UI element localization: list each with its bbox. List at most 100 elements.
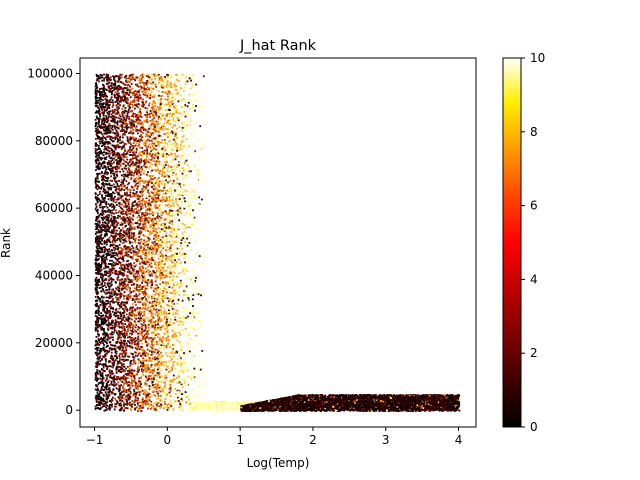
scatter-point — [114, 378, 117, 380]
scatter-point — [116, 224, 118, 227]
scatter-point — [166, 327, 168, 330]
scatter-point — [188, 229, 191, 231]
scatter-point — [160, 197, 163, 200]
scatter-point — [129, 91, 132, 94]
scatter-point — [112, 230, 115, 233]
scatter-point — [133, 120, 136, 123]
scatter-point — [123, 254, 126, 257]
scatter-point — [194, 280, 197, 282]
scatter-point — [107, 104, 110, 106]
scatter-point — [168, 240, 171, 243]
scatter-point — [102, 285, 104, 287]
scatter-point — [107, 177, 110, 179]
scatter-point — [173, 205, 175, 208]
scatter-point — [138, 160, 141, 163]
scatter-point — [101, 206, 104, 208]
scatter-point — [106, 339, 109, 341]
scatter-point — [140, 377, 142, 380]
scatter-point — [148, 158, 150, 161]
scatter-point — [129, 362, 132, 365]
scatter-point — [163, 222, 165, 225]
scatter-point — [116, 123, 119, 126]
scatter-point — [162, 113, 165, 115]
scatter-point — [119, 194, 121, 197]
scatter-point — [94, 118, 97, 121]
scatter-point — [135, 99, 137, 102]
scatter-point — [174, 389, 177, 391]
scatter-point — [154, 272, 157, 274]
scatter-point — [131, 326, 134, 329]
scatter-point — [150, 406, 153, 409]
scatter-point — [193, 366, 196, 368]
scatter-point — [193, 93, 196, 96]
scatter-point — [111, 89, 114, 92]
scatter-point — [150, 219, 153, 222]
scatter-point — [172, 391, 174, 394]
scatter-point — [98, 112, 100, 115]
scatter-point — [170, 155, 173, 158]
scatter-point — [117, 274, 120, 276]
scatter-point — [116, 273, 119, 275]
scatter-point — [186, 103, 189, 105]
scatter-point — [155, 237, 157, 240]
scatter-point — [119, 395, 121, 398]
scatter-point — [155, 251, 158, 253]
scatter-point — [176, 78, 178, 81]
scatter-point — [155, 319, 157, 322]
scatter-point — [132, 189, 135, 192]
scatter-point — [176, 351, 179, 354]
scatter-point — [108, 107, 111, 110]
scatter-point — [123, 409, 126, 412]
scatter-point — [129, 191, 132, 194]
scatter-point — [195, 330, 198, 332]
scatter-point — [158, 185, 161, 188]
scatter-point — [126, 298, 128, 301]
scatter-point — [196, 287, 198, 289]
scatter-point — [143, 293, 145, 296]
scatter-point — [121, 113, 124, 116]
scatter-point — [188, 326, 191, 329]
scatter-point — [137, 76, 140, 79]
scatter-point — [154, 137, 157, 140]
scatter-point — [148, 360, 151, 362]
scatter-point — [191, 339, 194, 341]
scatter-point — [132, 100, 134, 103]
scatter-point — [133, 343, 136, 345]
scatter-point — [161, 238, 164, 241]
scatter-point — [101, 239, 103, 242]
scatter-point — [121, 327, 124, 330]
scatter-point — [151, 212, 154, 215]
scatter-point — [183, 87, 186, 90]
scatter-point — [158, 175, 161, 178]
scatter-point — [132, 201, 134, 204]
scatter-point — [130, 266, 132, 269]
scatter-point — [147, 239, 150, 241]
scatter-point — [116, 86, 118, 88]
scatter-point — [183, 352, 185, 354]
scatter-point — [137, 336, 140, 338]
scatter-point — [134, 277, 137, 280]
scatter-point — [161, 139, 163, 141]
scatter-point — [131, 76, 134, 78]
scatter-point — [153, 408, 156, 410]
scatter-point — [143, 279, 146, 282]
scatter-point — [185, 290, 188, 293]
scatter-point — [201, 101, 204, 104]
scatter-point — [161, 375, 164, 378]
scatter-point — [187, 112, 190, 114]
scatter-point — [95, 241, 98, 244]
scatter-point — [191, 159, 194, 162]
scatter-point — [174, 252, 177, 255]
scatter-point — [147, 131, 149, 133]
scatter-point — [187, 369, 189, 372]
scatter-point — [107, 190, 109, 193]
scatter-point — [152, 386, 155, 389]
scatter-point — [136, 170, 138, 173]
scatter-point — [156, 284, 158, 287]
scatter-point — [138, 103, 141, 106]
scatter-point — [171, 236, 174, 239]
scatter-point — [108, 204, 111, 207]
scatter-point — [128, 355, 131, 358]
scatter-point — [101, 211, 104, 214]
scatter-point — [103, 242, 106, 245]
